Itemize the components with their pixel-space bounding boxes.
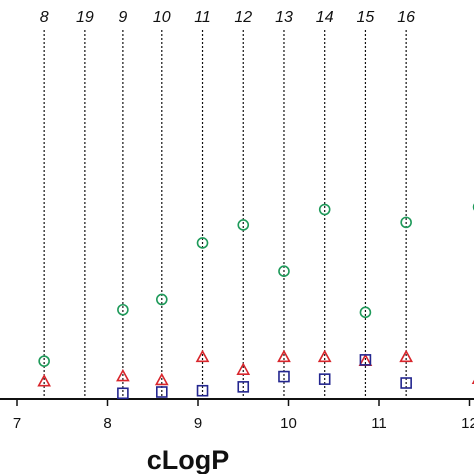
triangle-marker [37,374,52,387]
x-axis-title: cLogP [147,445,230,474]
x-tick-label: 11 [371,415,387,432]
x-tick-label: 9 [194,415,202,432]
compound-guide-lines [43,30,407,399]
x-tick-label: 8 [103,415,111,432]
x-tick-label: 12 [461,415,474,432]
triangle-marker [116,368,130,382]
compound-label: 13 [275,9,293,26]
square-marker [196,384,209,397]
circle-marker [196,237,209,249]
square-marker [359,354,372,366]
circle-marker [156,293,168,306]
compound-label: 9 [118,9,127,26]
compound-label: 16 [397,9,415,26]
compound-label: 14 [316,9,334,26]
circle-marker [237,219,250,231]
x-axis-ticks: 7 8 9 10 11 12 [13,399,474,432]
square-marker [400,377,412,389]
square-marker [278,370,290,383]
x-tick-label: 7 [13,415,21,432]
triangle-marker [154,372,169,386]
circle-marker [359,306,372,319]
compound-label: 10 [153,9,171,26]
triangle-marker [277,349,291,363]
compound-label: 8 [40,9,49,26]
circle-marker [318,203,331,216]
triangle-marker [195,349,210,363]
compound-label: 19 [76,9,94,26]
square-marker [237,381,250,393]
triangle-marker [317,349,332,363]
circle-marker [278,265,290,278]
data-markers [37,203,474,400]
circle-marker [38,355,50,367]
compound-label: 11 [194,9,211,26]
circle-marker [117,303,129,316]
triangle-marker [399,349,414,363]
compound-label: 15 [357,9,375,26]
x-tick-label: 10 [280,415,297,432]
square-marker [156,386,168,398]
square-marker [117,387,129,400]
circle-marker [400,216,412,229]
compound-labels: 8199101112131415161 [40,9,415,26]
compound-label: 12 [234,9,252,26]
triangle-marker [236,362,251,375]
square-marker [318,373,331,385]
